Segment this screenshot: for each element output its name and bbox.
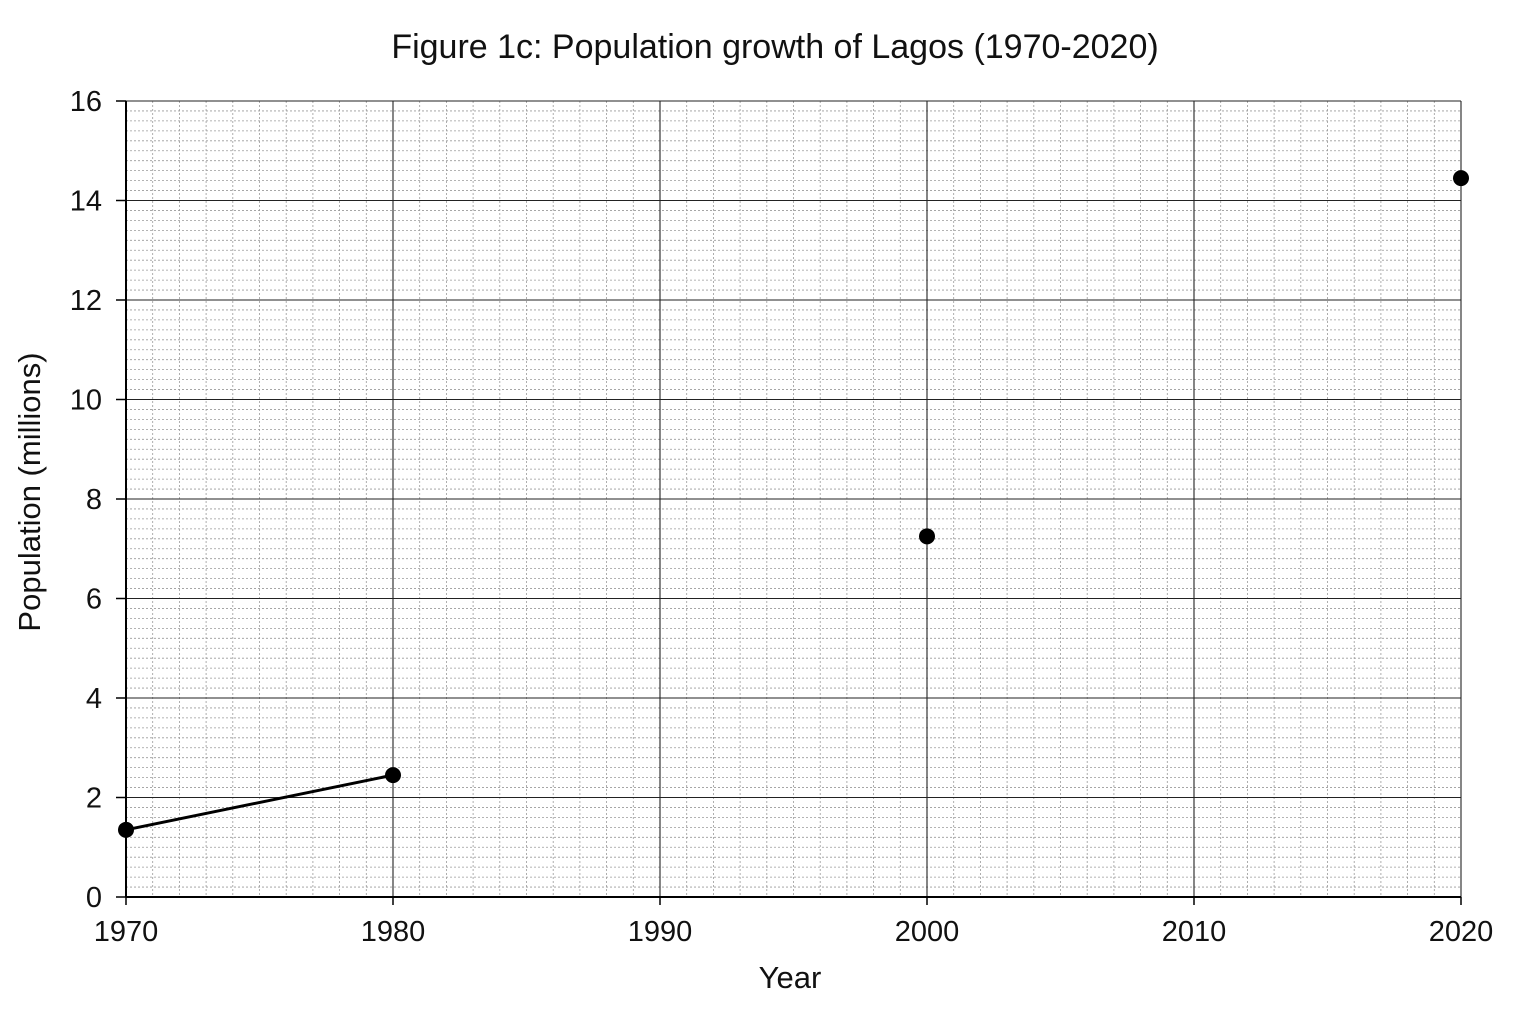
chart-title: Figure 1c: Population growth of Lagos (1… bbox=[391, 28, 1158, 66]
y-tick-label: 14 bbox=[70, 186, 102, 218]
data-point bbox=[118, 821, 134, 838]
data-point bbox=[1453, 170, 1469, 187]
x-tick-label: 2000 bbox=[895, 916, 960, 948]
series-line-segment bbox=[125, 773, 394, 832]
y-tick-label: 6 bbox=[86, 584, 102, 616]
y-axis-label: Population (millions) bbox=[12, 352, 47, 631]
data-point bbox=[385, 767, 401, 784]
x-tick-label: 2010 bbox=[1162, 916, 1227, 948]
series-points bbox=[118, 170, 1469, 838]
y-tick-label: 12 bbox=[70, 285, 102, 317]
y-tick-label: 0 bbox=[86, 882, 102, 914]
series-lines bbox=[125, 773, 394, 832]
y-tick-label: 8 bbox=[86, 484, 102, 516]
x-tick-label: 1970 bbox=[94, 916, 159, 948]
y-tick-label: 16 bbox=[70, 86, 102, 118]
data-point bbox=[919, 528, 935, 545]
x-tick-label: 1980 bbox=[361, 916, 426, 948]
y-axis-ticks: 0 2 4 6 8 10 12 14 16 bbox=[70, 86, 126, 914]
x-tick-label: 2020 bbox=[1429, 916, 1494, 948]
y-tick-label: 10 bbox=[70, 385, 102, 417]
y-tick-label: 4 bbox=[86, 683, 102, 715]
x-tick-label: 1990 bbox=[628, 916, 693, 948]
y-tick-label: 2 bbox=[86, 783, 102, 815]
x-axis-ticks: 1970 1980 1990 2000 2010 2020 bbox=[94, 897, 1494, 948]
x-axis-label: Year bbox=[759, 960, 822, 995]
